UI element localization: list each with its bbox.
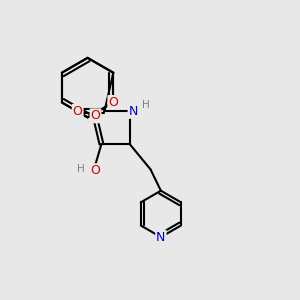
Text: O: O [91,164,100,177]
Text: H: H [77,164,85,174]
Text: O: O [108,96,118,109]
Text: O: O [73,105,82,118]
Text: N: N [156,231,166,244]
Text: O: O [91,109,100,122]
Text: H: H [142,100,150,110]
Text: N: N [128,105,138,118]
